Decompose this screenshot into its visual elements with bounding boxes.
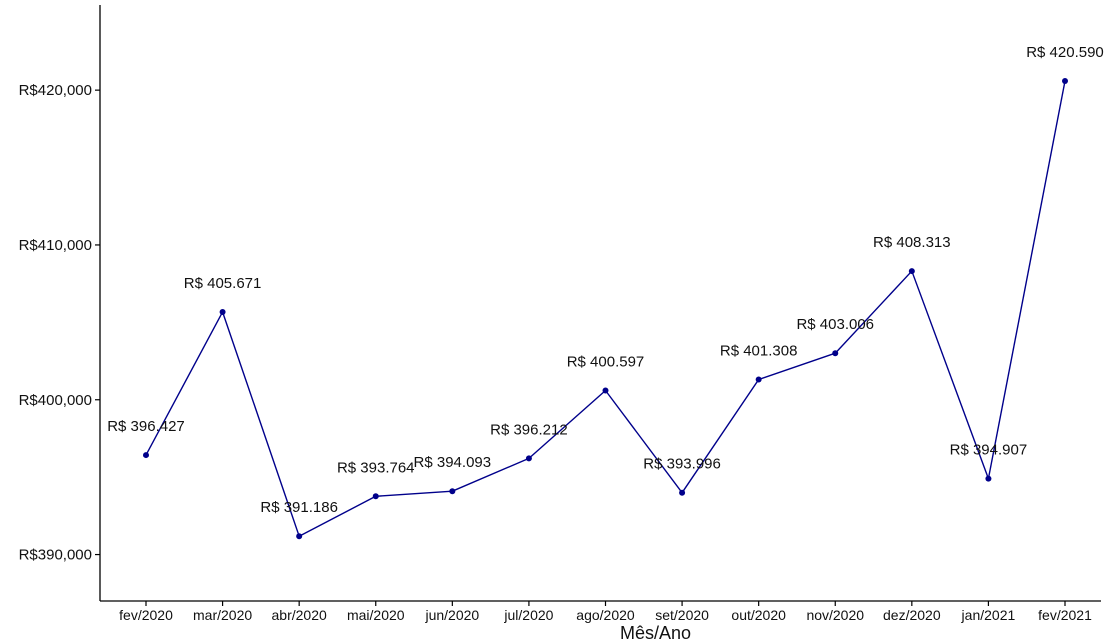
series-line-segment bbox=[681, 379, 760, 494]
y-axis-ticks: R$390,000 R$400,000 R$410,000 R$420,000 bbox=[19, 82, 100, 564]
series-line-segment bbox=[375, 490, 453, 497]
x-tick-label: fev/2021 bbox=[1038, 607, 1092, 623]
data-label: R$ 391.186 bbox=[260, 499, 338, 516]
series-line-segment bbox=[758, 352, 836, 381]
y-tick-label: R$410,000 bbox=[19, 237, 92, 254]
data-label: R$ 396.427 bbox=[107, 418, 185, 435]
data-label: R$ 400.597 bbox=[567, 354, 645, 371]
series-line-segment bbox=[604, 390, 683, 494]
data-point bbox=[219, 308, 226, 315]
x-tick-label: jun/2020 bbox=[424, 607, 479, 623]
y-tick-label: R$400,000 bbox=[19, 392, 92, 409]
data-label: R$ 405.671 bbox=[184, 275, 262, 292]
x-tick-label: ago/2020 bbox=[576, 607, 635, 623]
data-point bbox=[525, 455, 532, 462]
y-tick-label: R$390,000 bbox=[19, 547, 92, 564]
data-point bbox=[755, 376, 762, 383]
series-line-segment bbox=[528, 389, 606, 459]
x-tick-label: nov/2020 bbox=[806, 607, 864, 623]
x-tick-label: mar/2020 bbox=[193, 607, 252, 623]
series-line-segment bbox=[145, 311, 224, 456]
series-line-segment bbox=[834, 270, 913, 354]
data-label: R$ 408.313 bbox=[873, 234, 951, 251]
data-point bbox=[602, 387, 609, 394]
data-point bbox=[679, 489, 686, 496]
data-point bbox=[372, 493, 379, 500]
x-tick-label: dez/2020 bbox=[883, 607, 941, 623]
data-point bbox=[832, 350, 839, 357]
data-point bbox=[449, 488, 456, 495]
data-point bbox=[1062, 78, 1068, 85]
series-line-segment bbox=[987, 80, 1066, 479]
data-label: R$ 393.996 bbox=[643, 456, 721, 473]
x-tick-label: fev/2020 bbox=[119, 607, 173, 623]
x-tick-label: mai/2020 bbox=[347, 607, 405, 623]
data-label: R$ 401.308 bbox=[720, 343, 798, 360]
x-tick-label: jan/2021 bbox=[961, 607, 1016, 623]
x-tick-label: abr/2020 bbox=[272, 607, 327, 623]
series-line-segment bbox=[452, 457, 530, 492]
data-label: R$ 403.006 bbox=[796, 316, 874, 333]
data-label: R$ 394.907 bbox=[950, 442, 1028, 459]
data-labels-layer: R$ 396.427 R$ 405.671 R$ 391.186 R$ 393.764… bbox=[107, 44, 1104, 516]
series-line-segment bbox=[911, 270, 990, 479]
series-line-segment bbox=[298, 495, 377, 537]
data-label: R$ 420.590 bbox=[1026, 44, 1104, 61]
data-point bbox=[985, 475, 992, 482]
data-point bbox=[296, 533, 303, 540]
x-tick-label: jul/2020 bbox=[503, 607, 553, 623]
data-label: R$ 393.764 bbox=[337, 459, 415, 476]
data-label: R$ 394.093 bbox=[414, 454, 492, 471]
data-points-layer bbox=[143, 78, 1068, 540]
series-line-layer bbox=[145, 80, 1066, 537]
data-point bbox=[908, 268, 915, 275]
x-tick-label: out/2020 bbox=[731, 607, 786, 623]
y-tick-label: R$420,000 bbox=[19, 82, 92, 99]
data-label: R$ 396.212 bbox=[490, 421, 568, 438]
data-point bbox=[143, 452, 149, 459]
x-tick-label: set/2020 bbox=[655, 607, 709, 623]
x-axis-ticks: fev/2020 mar/2020 abr/2020 mai/2020 jun/2020… bbox=[119, 601, 1092, 623]
series-line-segment bbox=[221, 311, 300, 537]
x-axis-title: Mês/Ano bbox=[620, 623, 691, 643]
